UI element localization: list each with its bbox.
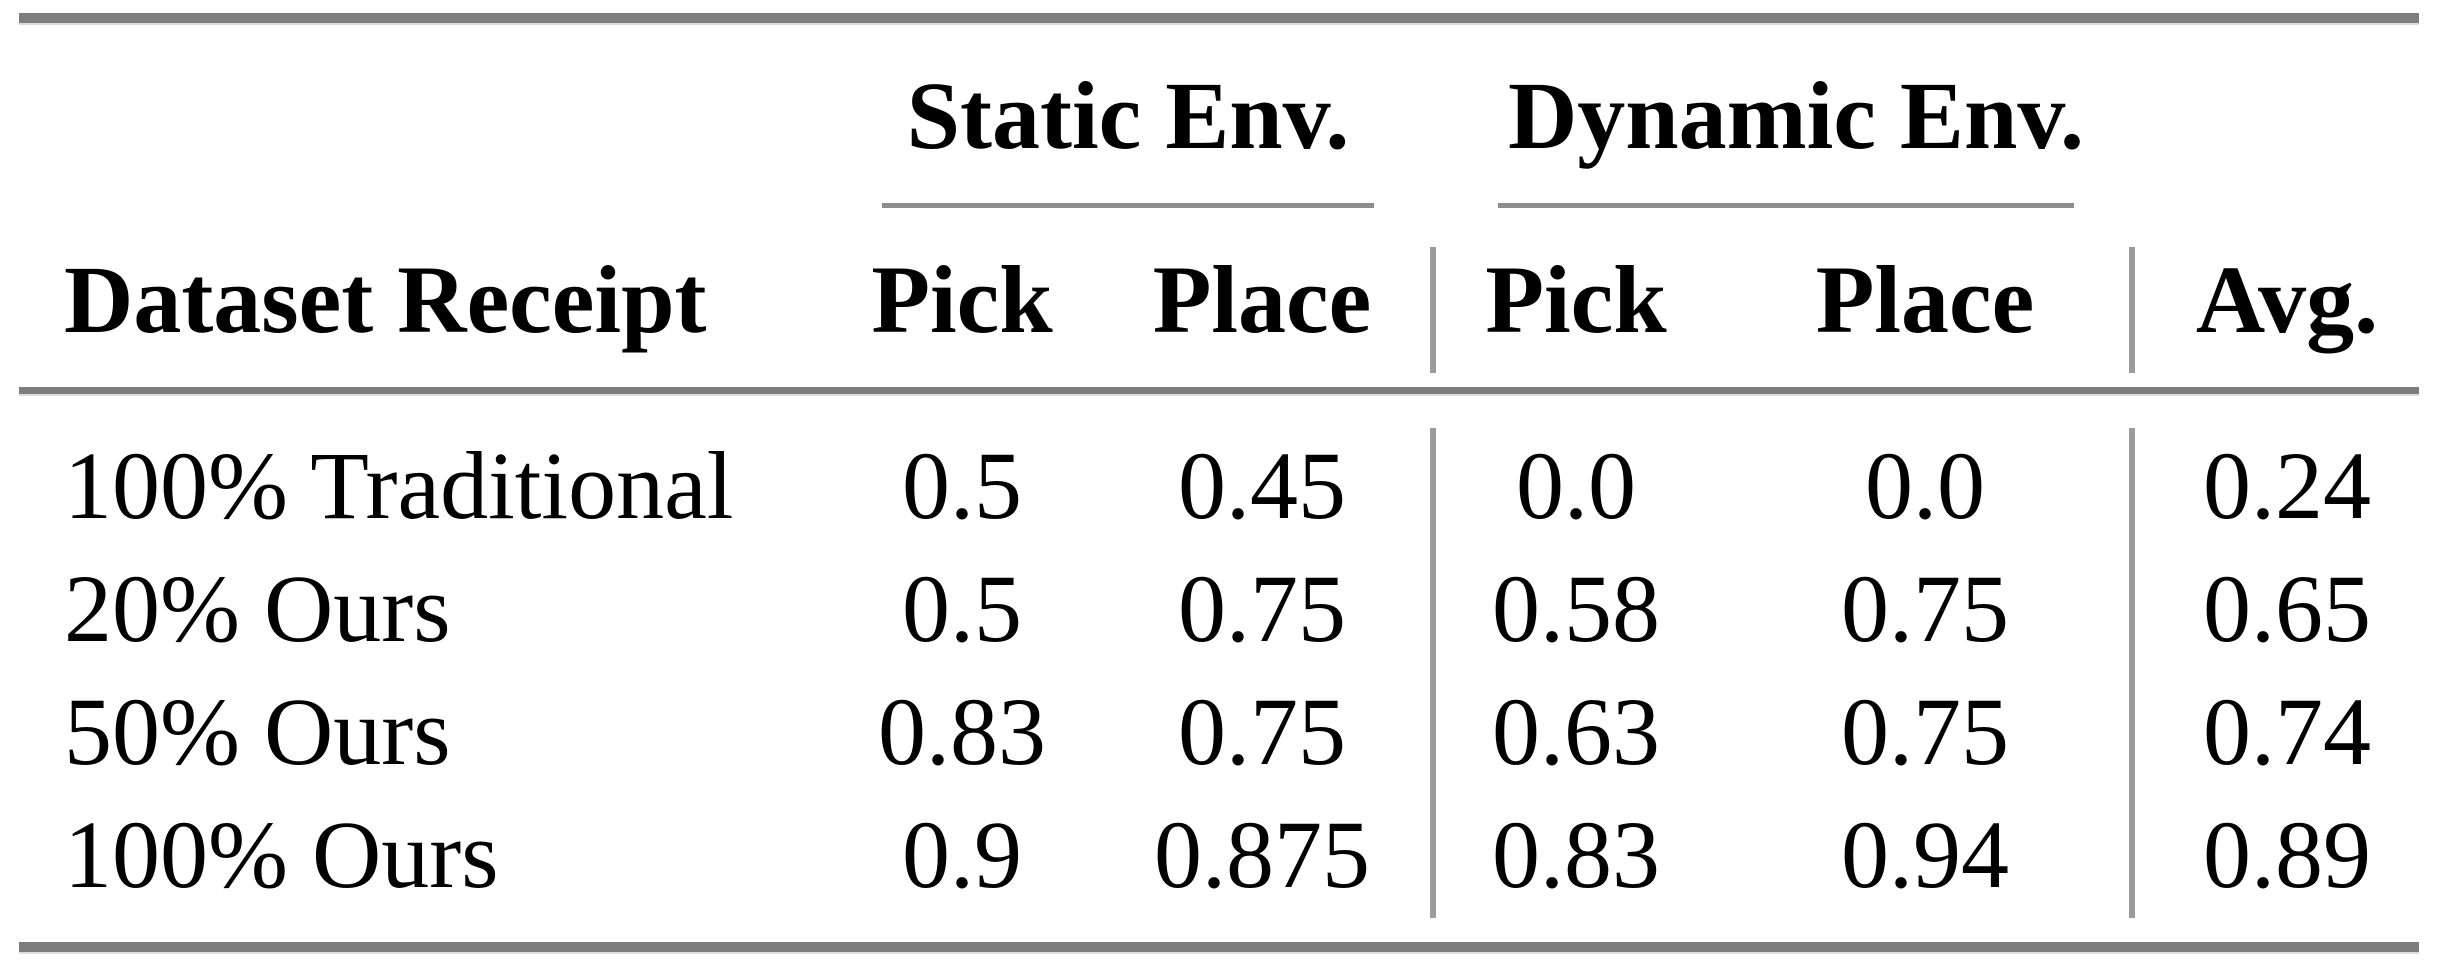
- cell-avg: 0.24: [2203, 432, 2371, 539]
- cell-dynamic-place: 0.75: [1841, 678, 2009, 785]
- cell-static-place: 0.45: [1178, 432, 1346, 539]
- vertical-rule-dynamic-avg-header: [2129, 247, 2135, 373]
- cell-static-pick: 0.9: [902, 801, 1022, 908]
- column-header-dynamic-place: Place: [1815, 246, 2035, 353]
- cell-static-pick: 0.5: [902, 432, 1022, 539]
- vertical-rule-static-dynamic-body: [1430, 428, 1436, 918]
- vertical-rule-static-dynamic-header: [1430, 247, 1436, 373]
- cell-dynamic-place: 0.75: [1841, 555, 2009, 662]
- column-header-dataset-receipt: Dataset Receipt: [64, 246, 707, 353]
- cell-dynamic-place: 0.0: [1865, 432, 1985, 539]
- cell-dynamic-pick: 0.83: [1492, 801, 1660, 908]
- table-header-rule: [19, 387, 2419, 396]
- row-label: 100% Ours: [64, 801, 499, 908]
- row-label: 100% Traditional: [64, 432, 734, 539]
- cell-dynamic-pick: 0.63: [1492, 678, 1660, 785]
- column-header-static-place: Place: [1152, 246, 1372, 353]
- cell-dynamic-place: 0.94: [1841, 801, 2009, 908]
- group-header-dynamic-env: Dynamic Env.: [1507, 62, 2085, 169]
- column-header-avg: Avg.: [2195, 246, 2379, 353]
- table-bottom-rule: [19, 942, 2419, 954]
- cell-avg: 0.74: [2203, 678, 2371, 785]
- cell-dynamic-pick: 0.0: [1516, 432, 1636, 539]
- group-header-static-env: Static Env.: [906, 62, 1350, 169]
- column-header-dynamic-pick: Pick: [1485, 246, 1667, 353]
- cmidrule-static-env: [882, 203, 1374, 208]
- table-top-rule: [19, 13, 2419, 25]
- cmidrule-dynamic-env: [1498, 203, 2074, 208]
- row-label: 20% Ours: [64, 555, 451, 662]
- column-header-static-pick: Pick: [871, 246, 1053, 353]
- cell-static-place: 0.75: [1178, 555, 1346, 662]
- cell-dynamic-pick: 0.58: [1492, 555, 1660, 662]
- row-label: 50% Ours: [64, 678, 451, 785]
- vertical-rule-dynamic-avg-body: [2129, 428, 2135, 918]
- cell-static-pick: 0.5: [902, 555, 1022, 662]
- cell-static-place: 0.75: [1178, 678, 1346, 785]
- cell-avg: 0.65: [2203, 555, 2371, 662]
- cell-avg: 0.89: [2203, 801, 2371, 908]
- cell-static-place: 0.875: [1154, 801, 1370, 908]
- cell-static-pick: 0.83: [878, 678, 1046, 785]
